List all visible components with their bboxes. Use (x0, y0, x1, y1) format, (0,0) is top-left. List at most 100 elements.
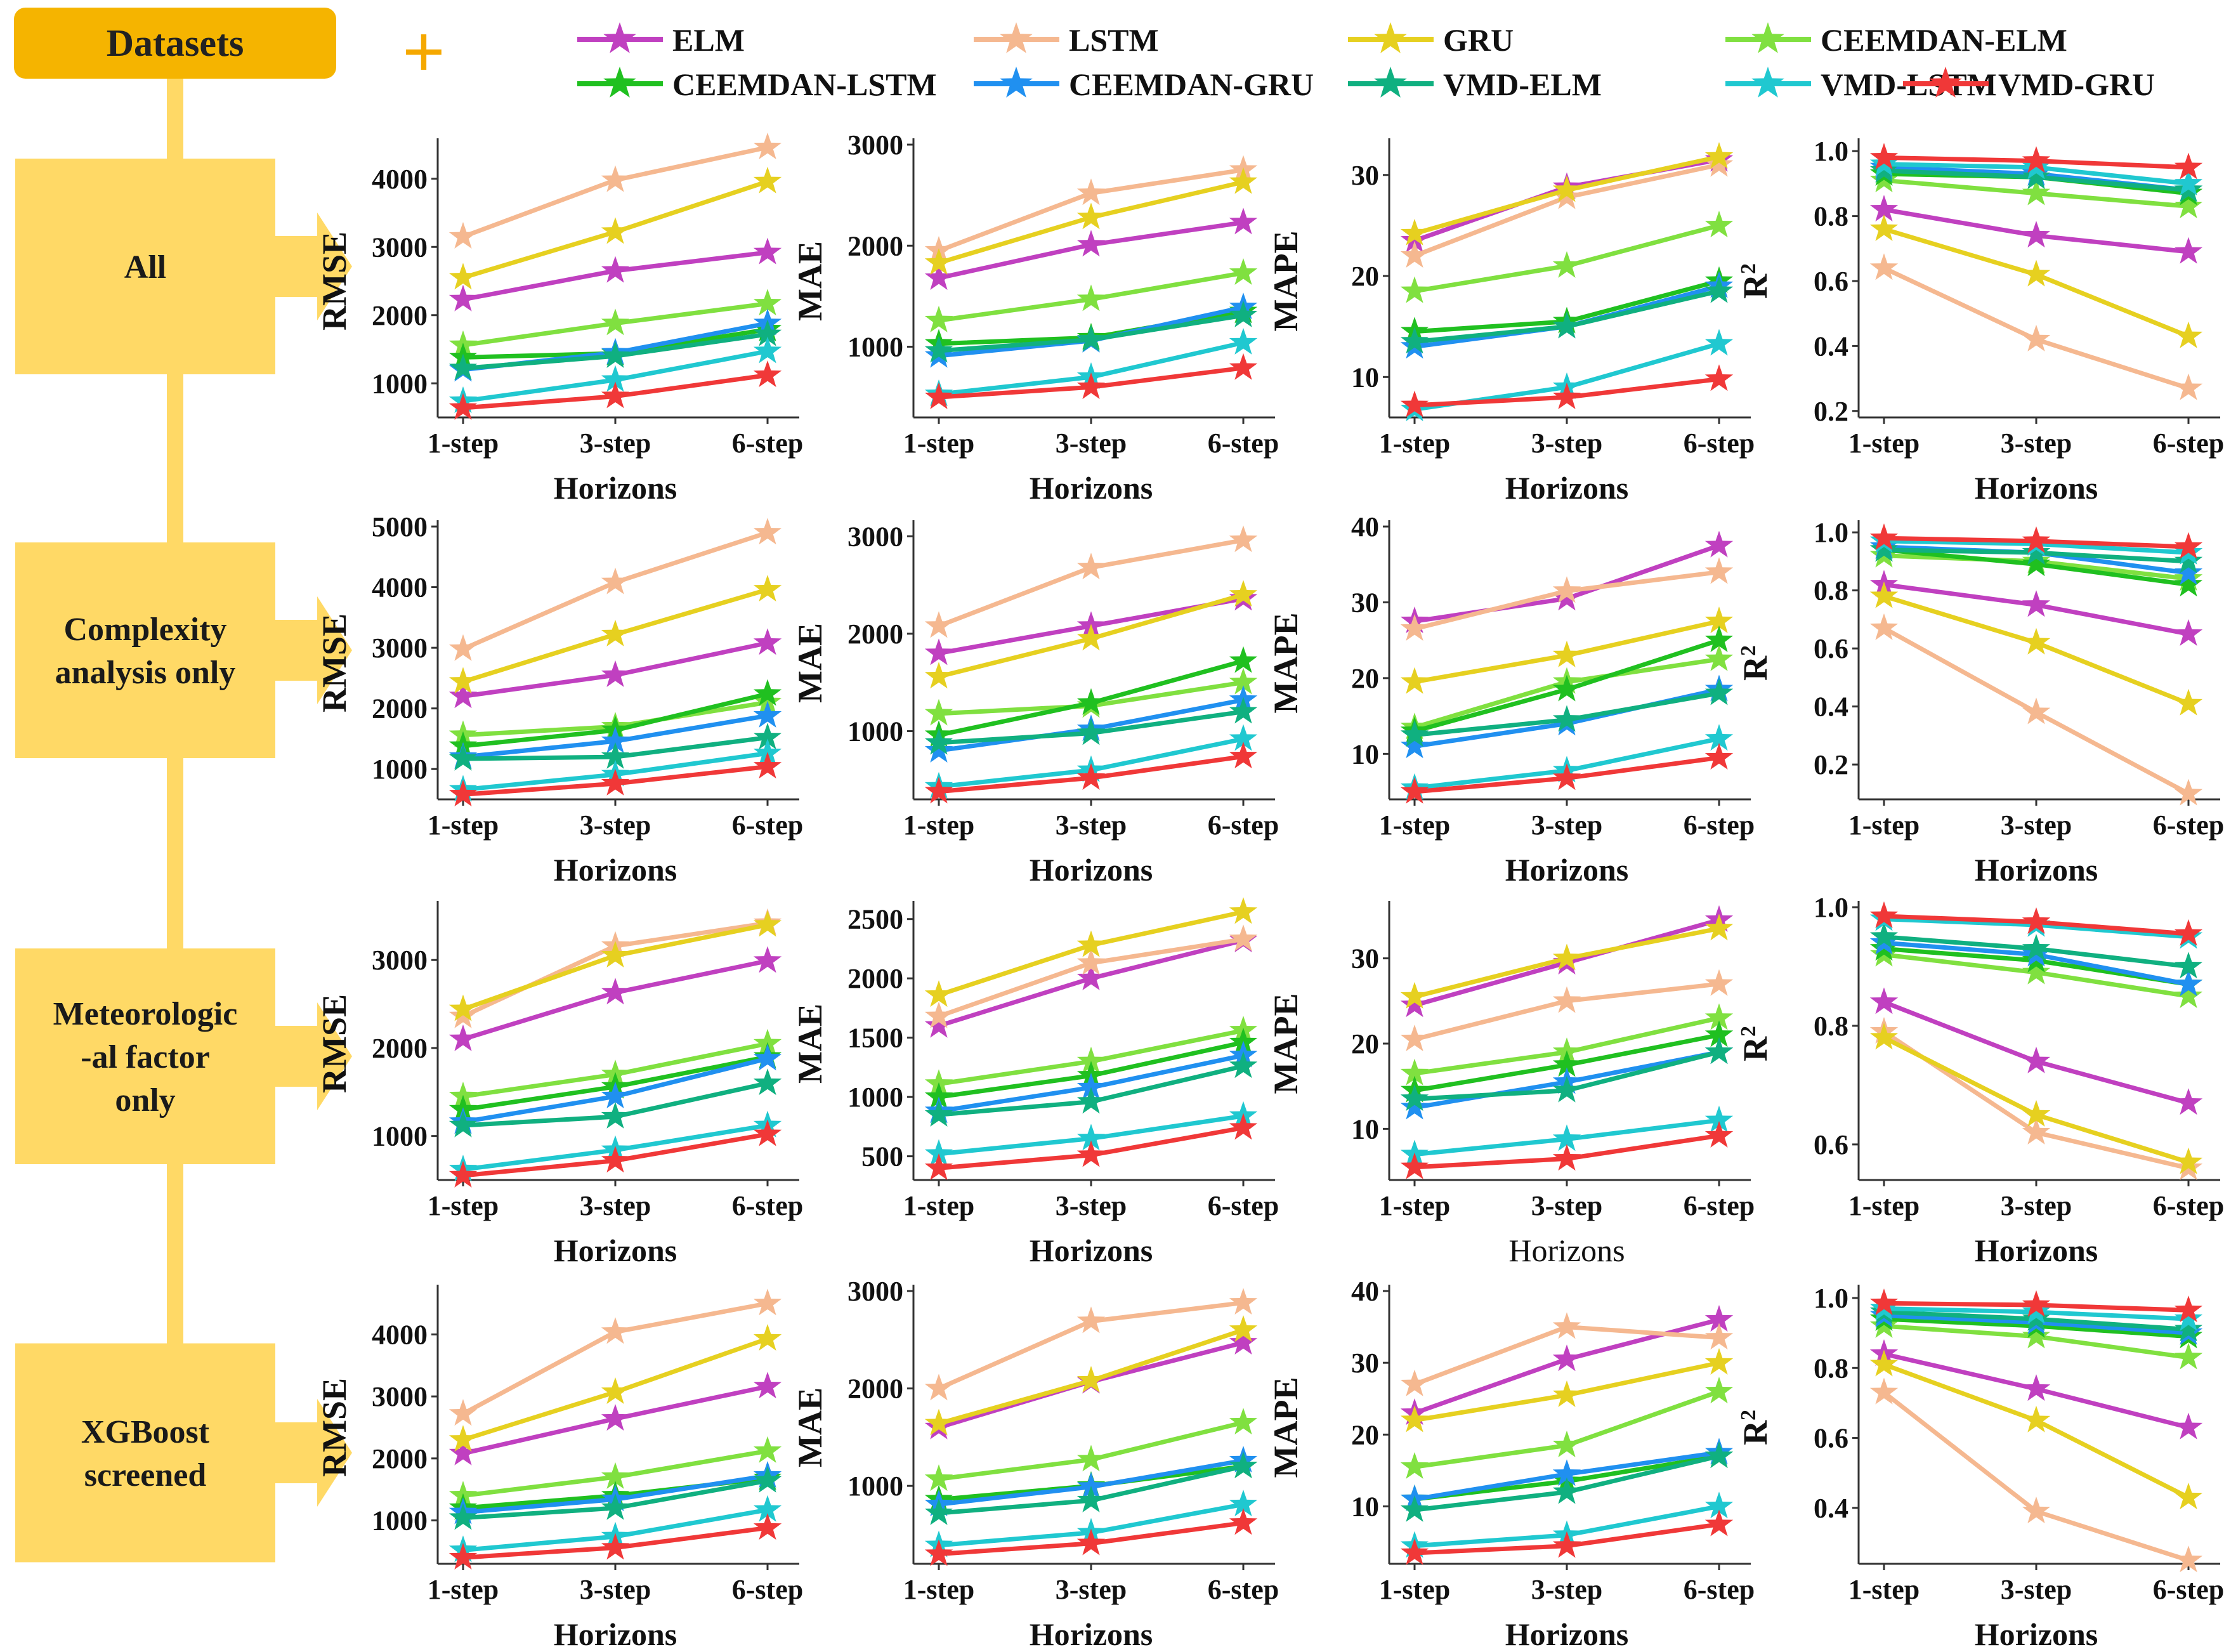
row-label-4: XGBoost screened (15, 1343, 352, 1563)
data-point-star-icon (924, 1373, 953, 1401)
y-tick-label: 1000 (847, 332, 903, 363)
series-gru (1869, 581, 2203, 716)
data-point-star-icon (601, 660, 630, 687)
data-point-star-icon (753, 1436, 782, 1463)
data-point-star-icon (1552, 1431, 1581, 1458)
x-axis-label: Horizons (1030, 1233, 1153, 1268)
data-point-star-icon (2174, 321, 2203, 348)
series-vmd-gru (1400, 743, 1734, 804)
row-arrow-icon (275, 1399, 352, 1507)
data-point-star-icon (1076, 284, 1106, 311)
series-ceemdan-gru (1400, 1438, 1734, 1511)
data-point-star-icon (1076, 178, 1106, 206)
y-axis-label: MAE (791, 241, 829, 321)
data-point-star-icon (1704, 1323, 1734, 1350)
data-point-star-icon (1076, 1445, 1106, 1472)
x-tick-label: 1-step (903, 1190, 974, 1221)
x-axis-label: Horizons (1975, 852, 2098, 888)
data-point-star-icon (601, 341, 630, 369)
y-tick-label: 0.6 (1814, 1423, 1848, 1454)
row-label-text: -al factor (81, 1039, 210, 1075)
x-tick-label: 3-step (580, 1190, 651, 1221)
data-point-star-icon (753, 133, 782, 160)
y-tick-label: 2000 (847, 1373, 903, 1405)
series-ceemdan-lstm (1869, 535, 2203, 597)
x-tick-label: 1-step (428, 810, 499, 841)
y-tick-label: 2000 (372, 1033, 428, 1064)
data-point-star-icon (1400, 1452, 1429, 1479)
x-tick-label: 6-step (1684, 1190, 1755, 1221)
y-tick-label: 0.8 (1814, 575, 1848, 606)
y-tick-label: 10 (1351, 1491, 1379, 1522)
y-axis-label: RMSE (315, 1378, 353, 1477)
data-point-star-icon (601, 165, 630, 192)
data-point-star-icon (1869, 253, 1899, 280)
series-vmd-elm (924, 697, 1258, 755)
series-lstm (448, 133, 782, 249)
row-label-text: XGBoost (81, 1414, 210, 1450)
y-tick-label: 1.0 (1814, 517, 1848, 548)
y-tick-label: 2000 (847, 619, 903, 650)
row-label-text: screened (84, 1457, 207, 1493)
data-point-star-icon (1552, 311, 1581, 339)
x-tick-label: 3-step (2001, 1190, 2072, 1221)
star-icon (1000, 67, 1033, 98)
data-point-star-icon (601, 978, 630, 1005)
series-vmd-lstm (1400, 1105, 1734, 1167)
row-label-box (15, 542, 275, 758)
data-point-star-icon (1869, 987, 1899, 1014)
data-point-star-icon (753, 575, 782, 602)
y-axis-label: RMSE (315, 994, 353, 1093)
x-tick-label: 3-step (580, 1574, 651, 1605)
y-tick-label: 3000 (847, 1276, 903, 1307)
data-point-star-icon (924, 662, 953, 689)
x-tick-label: 1-step (903, 810, 974, 841)
y-tick-label: 4000 (372, 164, 428, 195)
data-point-star-icon (1229, 1408, 1258, 1435)
plus-symbol: + (402, 10, 445, 94)
panel-mae-row4: 1000 2000 3000 1-step 3-step 6-step Horizons MA… (791, 1276, 1279, 1652)
y-tick-label: 30 (1351, 587, 1379, 618)
data-point-star-icon (2174, 1483, 2203, 1510)
y-tick-label: 20 (1351, 1028, 1379, 1059)
data-point-star-icon (1076, 1366, 1106, 1393)
data-point-star-icon (448, 284, 478, 311)
series-gru (1869, 1349, 2203, 1510)
series-vmd-elm (924, 1452, 1258, 1525)
legend-label: VMD-ELM (1443, 67, 1602, 102)
data-point-star-icon (753, 1288, 782, 1316)
x-tick-label: 1-step (1848, 1190, 1920, 1221)
x-tick-label: 6-step (1208, 428, 1279, 459)
y-tick-label: 0.8 (1814, 1011, 1848, 1042)
series-lstm (924, 1288, 1258, 1401)
data-point-star-icon (753, 237, 782, 265)
series-vmd-elm (1869, 535, 2203, 574)
x-tick-label: 1-step (1848, 810, 1920, 841)
data-point-star-icon (1229, 525, 1258, 553)
data-point-star-icon (448, 221, 478, 249)
data-point-star-icon (1704, 1441, 1734, 1469)
series-vmd-gru (448, 360, 782, 420)
y-tick-label: 20 (1351, 663, 1379, 694)
panel-r2-row3: 0.6 0.8 1.0 1-step 3-step 6-step Horizons R2 (1736, 892, 2224, 1268)
x-tick-label: 6-step (2153, 810, 2224, 841)
data-point-star-icon (1076, 1140, 1106, 1167)
data-point-star-icon (1869, 1023, 1899, 1050)
data-point-star-icon (601, 381, 630, 409)
x-tick-label: 3-step (1531, 810, 1602, 841)
y-axis-label: MAPE (1267, 993, 1305, 1094)
series-vmd-gru (1400, 1120, 1734, 1179)
row-labels: All Complexity analysis only Meteorologic -a… (15, 159, 352, 1563)
series-lstm (1869, 613, 2203, 806)
series-vmd-gru (1869, 143, 2203, 180)
data-point-star-icon (1704, 530, 1734, 558)
series-lstm (924, 525, 1258, 638)
y-tick-label: 0.8 (1814, 201, 1848, 232)
row-label-text: Complexity (63, 612, 226, 648)
series-lstm (1400, 969, 1734, 1052)
x-tick-label: 6-step (732, 810, 803, 841)
y-axis-label: MAPE (1267, 231, 1305, 332)
series-vmd-elm (1869, 922, 2203, 979)
y-axis-label: MAPE (1267, 1377, 1305, 1478)
datasets-header-box (14, 8, 336, 79)
